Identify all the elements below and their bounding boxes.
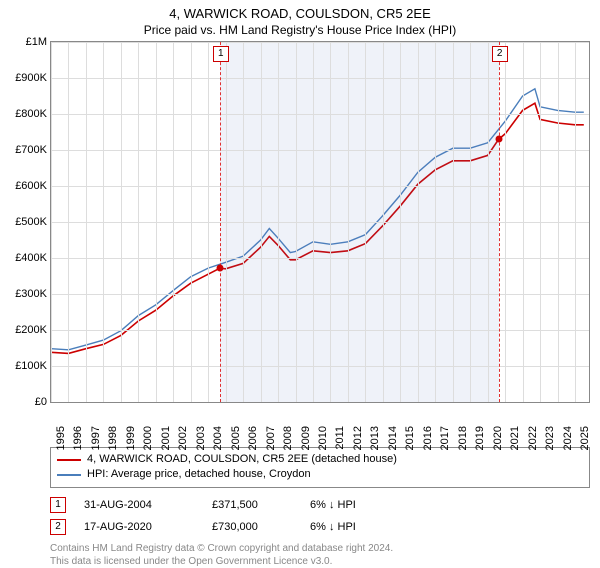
footnote: Contains HM Land Registry data © Crown c… — [50, 542, 590, 568]
x-tick-label: 2007 — [265, 426, 277, 450]
x-tick-label: 2001 — [160, 426, 172, 450]
x-tick-label: 2018 — [457, 426, 469, 450]
x-tick-label: 2015 — [404, 426, 416, 450]
chart-container: 4, WARWICK ROAD, COULSDON, CR5 2EE Price… — [0, 0, 600, 560]
x-tick-label: 2013 — [369, 426, 381, 450]
legend: 4, WARWICK ROAD, COULSDON, CR5 2EE (deta… — [50, 447, 590, 488]
x-tick-label: 1997 — [90, 426, 102, 450]
x-tick-label: 2023 — [544, 426, 556, 450]
x-tick-label: 2008 — [282, 426, 294, 450]
x-tick-label: 1999 — [125, 426, 137, 450]
legend-swatch-hpi — [57, 474, 81, 476]
sale-price: £730,000 — [212, 521, 292, 533]
x-tick-label: 2010 — [317, 426, 329, 450]
footnote-line: This data is licensed under the Open Gov… — [50, 555, 590, 568]
x-tick-label: 2005 — [230, 426, 242, 450]
x-tick-label: 2002 — [177, 426, 189, 450]
x-tick-label: 1996 — [72, 426, 84, 450]
x-tick-label: 1998 — [107, 426, 119, 450]
legend-item-property: 4, WARWICK ROAD, COULSDON, CR5 2EE (deta… — [57, 452, 583, 467]
sale-dot — [216, 265, 223, 272]
x-tick-label: 2012 — [352, 426, 364, 450]
y-tick-label: £100K — [1, 360, 47, 372]
page-subtitle: Price paid vs. HM Land Registry's House … — [0, 23, 600, 41]
y-tick-label: £400K — [1, 252, 47, 264]
y-tick-label: £1M — [1, 36, 47, 48]
footnote-line: Contains HM Land Registry data © Crown c… — [50, 542, 590, 555]
y-tick-label: £600K — [1, 180, 47, 192]
x-tick-label: 2003 — [195, 426, 207, 450]
y-tick-label: £0 — [1, 396, 47, 408]
sale-date: 17-AUG-2020 — [84, 521, 194, 533]
legend-label-hpi: HPI: Average price, detached house, Croy… — [87, 467, 311, 482]
x-tick-label: 2021 — [509, 426, 521, 450]
sale-dot — [495, 136, 502, 143]
y-tick-label: £700K — [1, 144, 47, 156]
x-tick-label: 2019 — [474, 426, 486, 450]
sales-table: 1 31-AUG-2004 £371,500 6% ↓ HPI 2 17-AUG… — [50, 494, 590, 538]
x-tick-label: 2016 — [422, 426, 434, 450]
legend-item-hpi: HPI: Average price, detached house, Croy… — [57, 467, 583, 482]
sale-marker-icon: 1 — [50, 497, 66, 513]
x-tick-label: 1995 — [55, 426, 67, 450]
chart-area: £0£100K£200K£300K£400K£500K£600K£700K£80… — [50, 41, 590, 403]
y-tick-label: £500K — [1, 216, 47, 228]
legend-swatch-property — [57, 459, 81, 461]
x-tick-label: 2006 — [247, 426, 259, 450]
sale-diff: 6% ↓ HPI — [310, 521, 410, 533]
legend-label-property: 4, WARWICK ROAD, COULSDON, CR5 2EE (deta… — [87, 452, 397, 467]
x-tick-label: 2011 — [334, 426, 346, 450]
sale-diff: 6% ↓ HPI — [310, 499, 410, 511]
sale-date: 31-AUG-2004 — [84, 499, 194, 511]
x-tick-label: 2017 — [439, 426, 451, 450]
sale-price: £371,500 — [212, 499, 292, 511]
sale-row: 1 31-AUG-2004 £371,500 6% ↓ HPI — [50, 494, 590, 516]
y-tick-label: £200K — [1, 324, 47, 336]
y-tick-label: £800K — [1, 108, 47, 120]
x-tick-label: 2024 — [562, 426, 574, 450]
x-tick-label: 2020 — [492, 426, 504, 450]
y-tick-label: £900K — [1, 72, 47, 84]
x-tick-label: 2014 — [387, 426, 399, 450]
sale-marker-box: 2 — [492, 46, 508, 62]
x-tick-label: 2025 — [579, 426, 591, 450]
y-tick-label: £300K — [1, 288, 47, 300]
x-tick-label: 2022 — [527, 426, 539, 450]
x-tick-label: 2000 — [142, 426, 154, 450]
x-tick-label: 2009 — [300, 426, 312, 450]
sale-row: 2 17-AUG-2020 £730,000 6% ↓ HPI — [50, 516, 590, 538]
sale-marker-icon: 2 — [50, 519, 66, 535]
sale-marker-box: 1 — [213, 46, 229, 62]
x-tick-label: 2004 — [212, 426, 224, 450]
page-title: 4, WARWICK ROAD, COULSDON, CR5 2EE — [0, 0, 600, 23]
